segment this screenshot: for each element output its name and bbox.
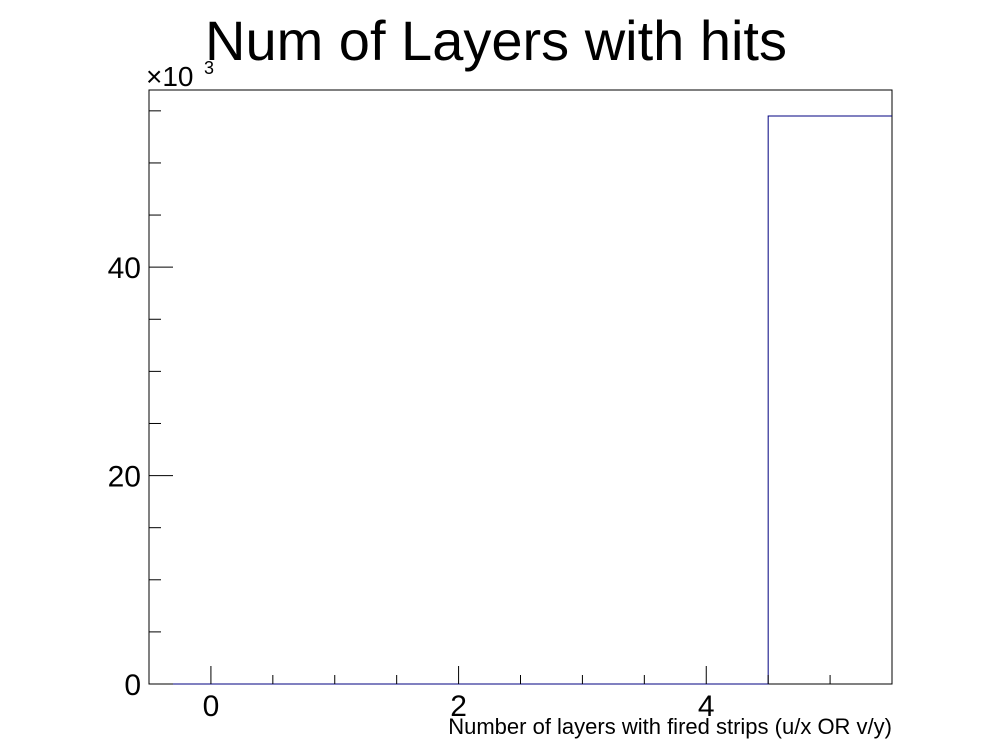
x-tick-label: 2	[450, 690, 467, 723]
y-tick-label: 40	[108, 252, 141, 285]
chart-title: Num of Layers with hits	[205, 9, 787, 72]
histogram-bins	[149, 115, 892, 685]
y-tick-label: 0	[124, 669, 141, 702]
y-tick-label: 20	[108, 461, 141, 494]
x-axis-tick-labels: 0 2 4	[203, 690, 715, 723]
x-axis-title: Number of layers with fired strips (u/x …	[448, 714, 892, 739]
plot-frame	[148, 89, 893, 685]
x-axis-ticks	[148, 666, 893, 684]
x-tick-label: 0	[203, 690, 220, 723]
histogram-bin-5	[768, 116, 892, 684]
x-tick-label: 4	[698, 690, 715, 723]
y-axis-ticks	[149, 110, 173, 685]
y-multiplier-exponent: 3	[204, 58, 214, 78]
y-multiplier-base: ×10	[146, 61, 194, 92]
histogram-outline	[149, 115, 892, 685]
y-axis-multiplier: ×10 3	[146, 58, 214, 92]
y-axis-tick-labels: 0 20 40	[108, 252, 141, 702]
